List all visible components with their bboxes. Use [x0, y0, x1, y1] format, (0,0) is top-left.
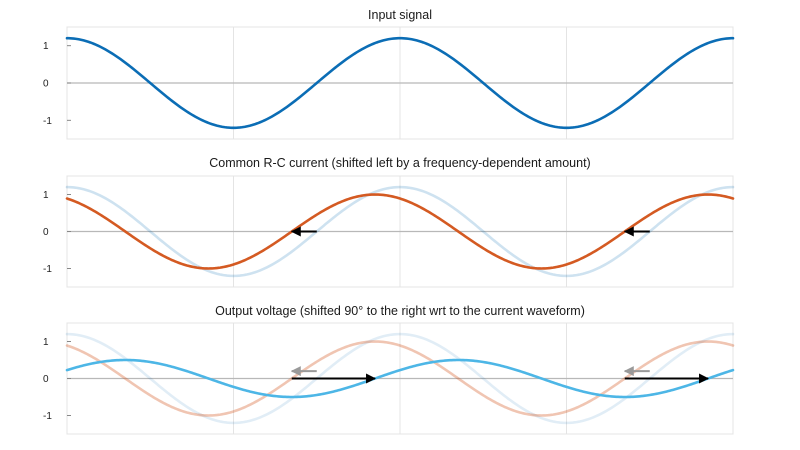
series-current-line	[65, 193, 735, 270]
series-input-faded-line	[65, 185, 735, 278]
y-tick-label: 1	[43, 337, 49, 348]
series-input-faded-line	[65, 332, 735, 425]
series-current-faded-line	[65, 340, 735, 417]
y-tick-label: -1	[43, 264, 52, 275]
y-tick-label: 1	[43, 41, 49, 52]
series-output-line	[65, 358, 735, 399]
y-tick-label: 0	[43, 79, 49, 90]
panel-title: Common R-C current (shifted left by a fr…	[209, 156, 590, 170]
y-tick-label: 0	[43, 374, 49, 385]
chart-panel-1: Input signal 1 0 -1	[43, 8, 735, 140]
series-input-line	[65, 36, 735, 130]
y-tick-label: -1	[43, 411, 52, 422]
panel-title: Output voltage (shifted 90° to the right…	[215, 304, 585, 318]
y-tick-label: 0	[43, 227, 49, 238]
panel-title: Input signal	[368, 8, 432, 22]
chart-panel-3: Output voltage (shifted 90° to the right…	[43, 304, 735, 435]
y-tick-label: -1	[43, 116, 52, 127]
chart-panel-2: Common R-C current (shifted left by a fr…	[43, 156, 735, 288]
y-tick-label: 1	[43, 190, 49, 201]
